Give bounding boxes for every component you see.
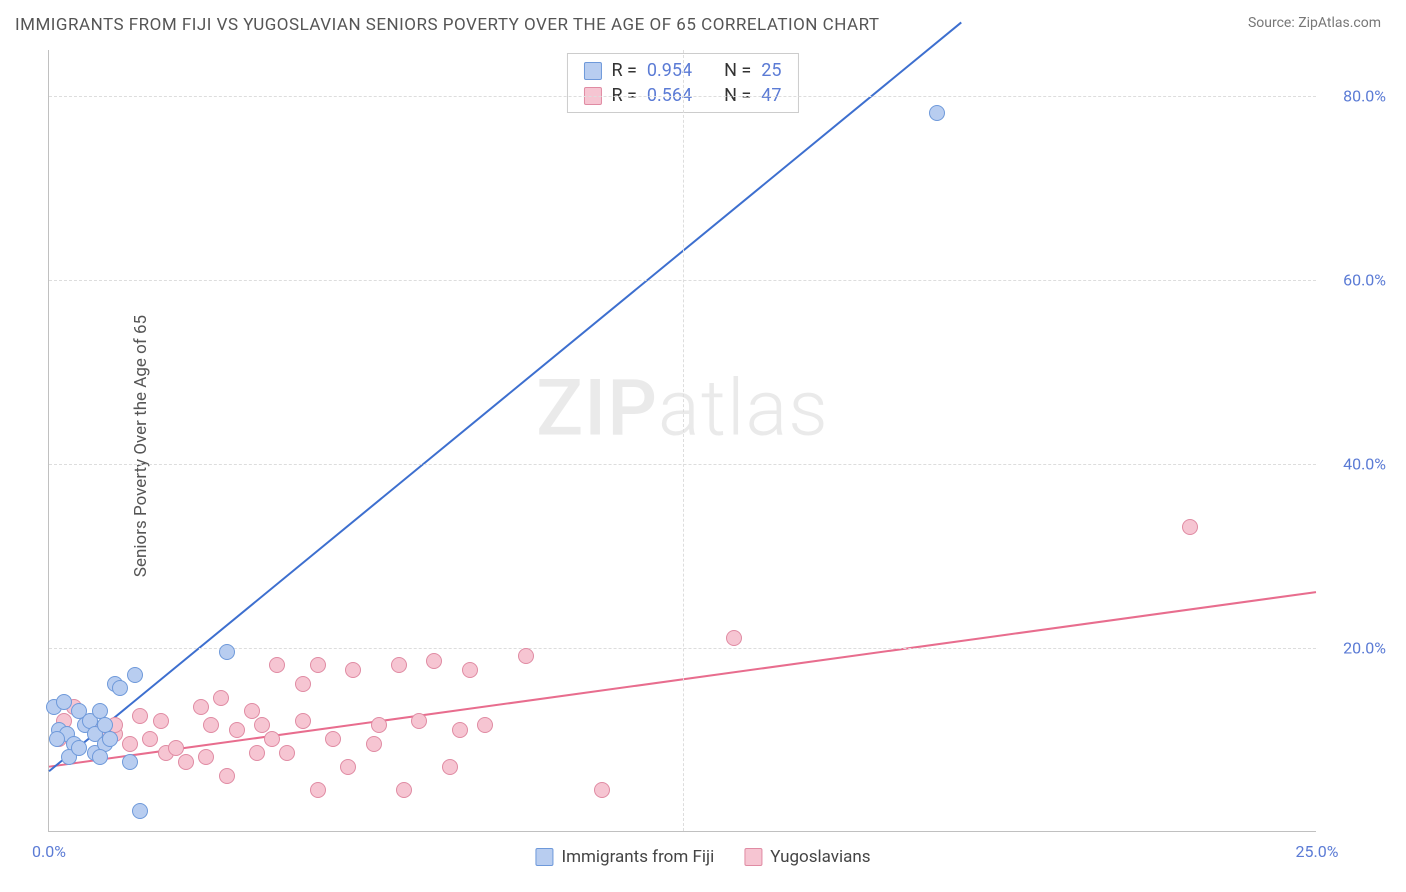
- data-point: [49, 731, 65, 747]
- data-point: [726, 630, 742, 646]
- data-point: [366, 736, 382, 752]
- data-point: [112, 680, 128, 696]
- data-point: [295, 713, 311, 729]
- data-point: [142, 731, 158, 747]
- legend-label: Immigrants from Fiji: [561, 847, 714, 867]
- data-point: [132, 708, 148, 724]
- data-point: [310, 782, 326, 798]
- legend-item: Immigrants from Fiji: [535, 847, 714, 867]
- data-point: [396, 782, 412, 798]
- data-point: [244, 703, 260, 719]
- data-point: [594, 782, 610, 798]
- data-point: [92, 749, 108, 765]
- data-point: [279, 745, 295, 761]
- chart-title: IMMIGRANTS FROM FIJI VS YUGOSLAVIAN SENI…: [15, 15, 880, 35]
- data-point: [71, 740, 87, 756]
- data-point: [462, 662, 478, 678]
- data-point: [340, 759, 356, 775]
- n-value: 25: [761, 60, 781, 81]
- data-point: [219, 768, 235, 784]
- data-point: [153, 713, 169, 729]
- data-point: [426, 653, 442, 669]
- series-legend: Immigrants from Fiji Yugoslavians: [535, 847, 870, 867]
- data-point: [264, 731, 280, 747]
- legend-item: Yugoslavians: [744, 847, 870, 867]
- ytick-label: 40.0%: [1343, 455, 1386, 474]
- chart-container: IMMIGRANTS FROM FIJI VS YUGOSLAVIAN SENI…: [0, 0, 1406, 892]
- data-point: [477, 717, 493, 733]
- data-point: [269, 657, 285, 673]
- n-label: N =: [724, 60, 751, 81]
- ytick-label: 80.0%: [1343, 87, 1386, 106]
- data-point: [452, 722, 468, 738]
- legend-label: Yugoslavians: [770, 847, 870, 867]
- data-point: [345, 662, 361, 678]
- data-point: [132, 803, 148, 819]
- r-value: 0.954: [647, 60, 692, 81]
- data-point: [102, 731, 118, 747]
- legend-swatch: [535, 848, 553, 866]
- data-point: [178, 754, 194, 770]
- data-point: [198, 749, 214, 765]
- gridline-v: [683, 50, 684, 831]
- ytick-label: 60.0%: [1343, 271, 1386, 290]
- data-point: [127, 667, 143, 683]
- data-point: [929, 105, 945, 121]
- data-point: [168, 740, 184, 756]
- data-point: [249, 745, 265, 761]
- data-point: [229, 722, 245, 738]
- legend-swatch: [744, 848, 762, 866]
- xtick-label: 25.0%: [1296, 842, 1339, 861]
- data-point: [295, 676, 311, 692]
- data-point: [442, 759, 458, 775]
- data-point: [391, 657, 407, 673]
- xtick-label: 0.0%: [32, 842, 66, 861]
- data-point: [122, 736, 138, 752]
- data-point: [1182, 519, 1198, 535]
- data-point: [193, 699, 209, 715]
- ytick-label: 20.0%: [1343, 639, 1386, 658]
- data-point: [310, 657, 326, 673]
- data-point: [213, 690, 229, 706]
- data-point: [518, 648, 534, 664]
- data-point: [219, 644, 235, 660]
- plot-area: R =0.954N =25R =0.564N =47 ZIPatlas 20.0…: [48, 50, 1316, 832]
- data-point: [325, 731, 341, 747]
- source-label: Source: ZipAtlas.com: [1248, 15, 1381, 31]
- data-point: [411, 713, 427, 729]
- legend-swatch: [583, 62, 601, 80]
- data-point: [56, 694, 72, 710]
- data-point: [371, 717, 387, 733]
- r-label: R =: [611, 60, 636, 81]
- data-point: [254, 717, 270, 733]
- data-point: [203, 717, 219, 733]
- data-point: [122, 754, 138, 770]
